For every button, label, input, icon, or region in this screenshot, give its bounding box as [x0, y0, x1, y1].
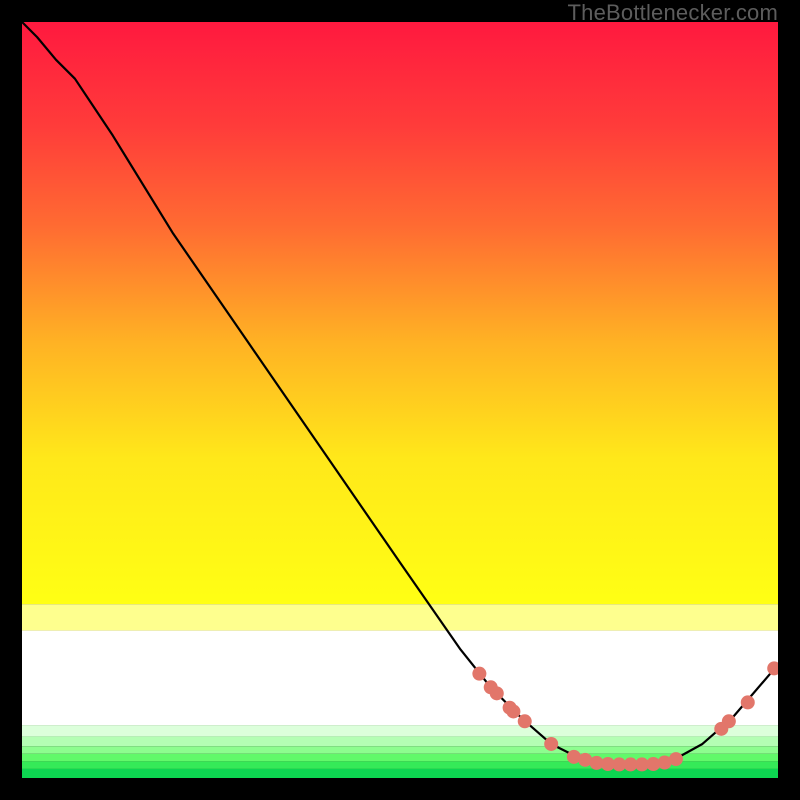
data-marker — [741, 695, 755, 709]
bg-band-1 — [22, 631, 778, 726]
bg-band-0 — [22, 604, 778, 630]
bg-band-4 — [22, 746, 778, 754]
watermark-text: TheBottlenecker.com — [568, 0, 778, 26]
data-marker — [472, 667, 486, 681]
bg-band-7 — [22, 769, 778, 778]
data-marker — [506, 704, 520, 718]
data-marker — [722, 714, 736, 728]
chart-stage: TheBottlenecker.com — [0, 0, 800, 800]
data-marker — [518, 714, 532, 728]
data-marker — [544, 737, 558, 751]
bg-gradient — [22, 22, 778, 604]
bg-band-2 — [22, 725, 778, 736]
data-marker — [490, 686, 504, 700]
chart-plot — [22, 22, 778, 778]
data-marker — [669, 752, 683, 766]
bg-band-3 — [22, 736, 778, 746]
